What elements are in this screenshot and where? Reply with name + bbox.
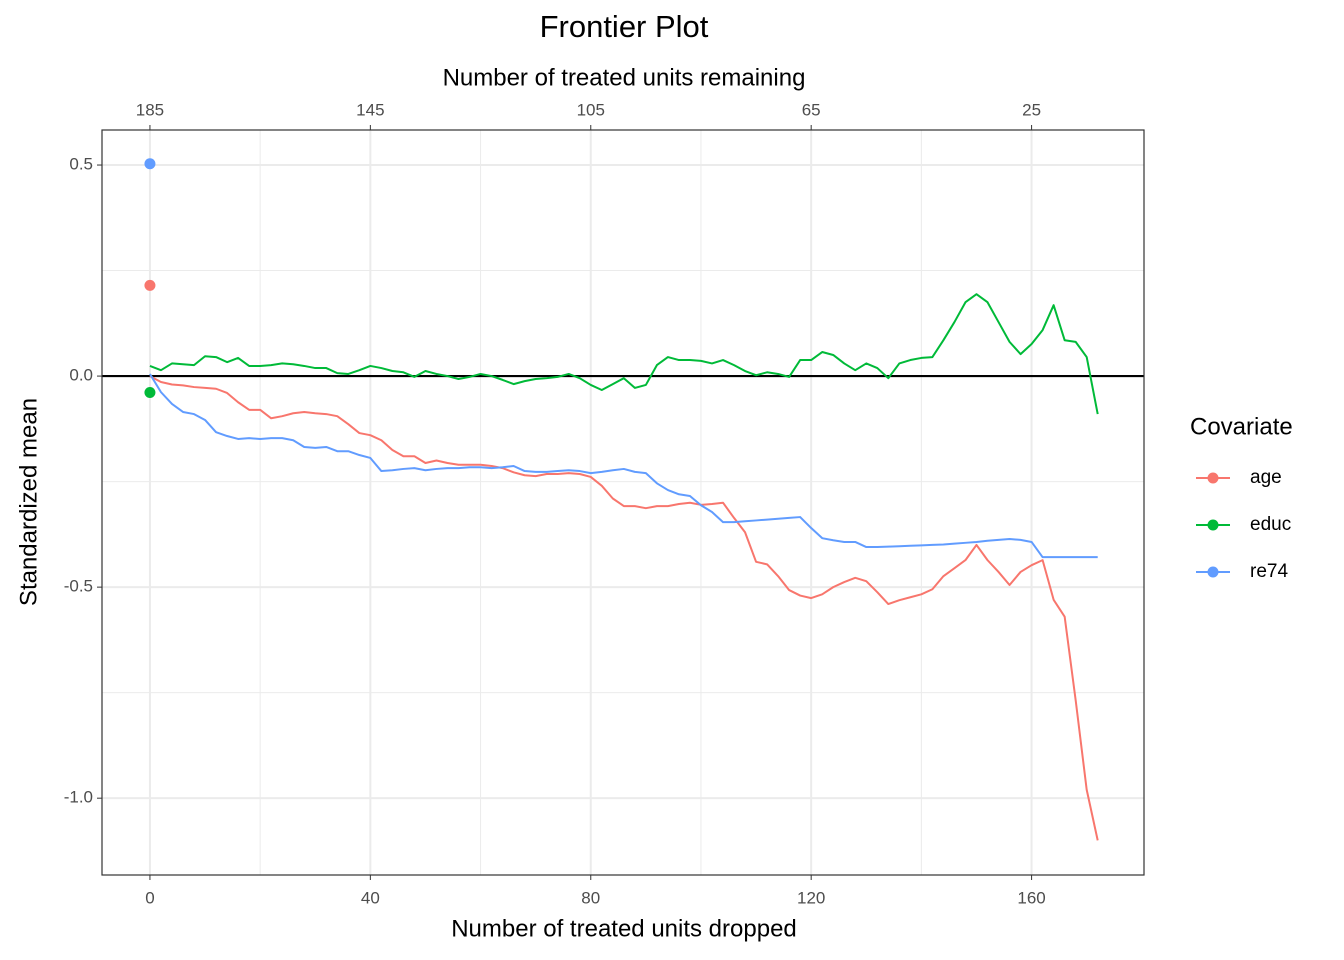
y-tick-label: -0.5 <box>64 577 93 596</box>
plot-border <box>101 129 1145 876</box>
x2-tick-label: 105 <box>577 100 605 119</box>
legend-label: educ <box>1250 514 1291 535</box>
chart-title: Frontier Plot <box>540 9 709 44</box>
series-line <box>149 373 1098 559</box>
legend-dot <box>1207 472 1219 484</box>
legend-label: age <box>1250 467 1282 488</box>
x-axis-title: Number of treated units dropped <box>451 915 797 942</box>
x-tick-label: 0 <box>145 888 154 907</box>
series-line <box>149 293 1099 415</box>
x-tick-label: 80 <box>581 888 600 907</box>
legend-label: re74 <box>1250 561 1288 582</box>
series-line <box>149 375 1099 841</box>
x2-tick-label: 185 <box>136 100 164 119</box>
start-point <box>144 158 156 170</box>
legend-dot <box>1207 566 1219 578</box>
x-tick-label: 120 <box>797 888 825 907</box>
y-tick-label: 0.5 <box>69 155 93 174</box>
legend-title: Covariate <box>1190 413 1293 440</box>
y-tick-label: -1.0 <box>64 788 93 807</box>
y-tick-label: 0.0 <box>69 366 93 385</box>
start-point <box>144 387 156 399</box>
x2-tick-label: 65 <box>802 100 821 119</box>
legend-dot <box>1207 519 1219 531</box>
x2-tick-label: 25 <box>1022 100 1041 119</box>
x-tick-label: 160 <box>1017 888 1045 907</box>
x2-axis-title: Number of treated units remaining <box>443 64 806 91</box>
x2-tick-label: 145 <box>356 100 384 119</box>
y-axis-title: Standardized mean <box>15 398 42 606</box>
start-point <box>144 279 156 291</box>
x-tick-label: 40 <box>361 888 380 907</box>
